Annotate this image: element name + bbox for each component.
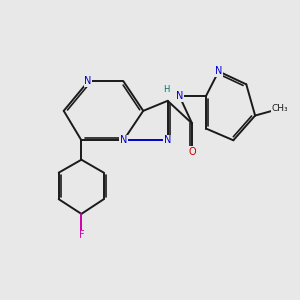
Text: H: H <box>164 85 170 94</box>
Text: F: F <box>79 230 84 240</box>
Text: N: N <box>176 91 183 101</box>
Text: N: N <box>120 135 127 145</box>
Text: N: N <box>164 135 171 145</box>
Text: O: O <box>188 147 196 157</box>
Text: N: N <box>215 66 222 76</box>
Text: N: N <box>85 76 92 86</box>
Text: CH₃: CH₃ <box>271 104 288 113</box>
